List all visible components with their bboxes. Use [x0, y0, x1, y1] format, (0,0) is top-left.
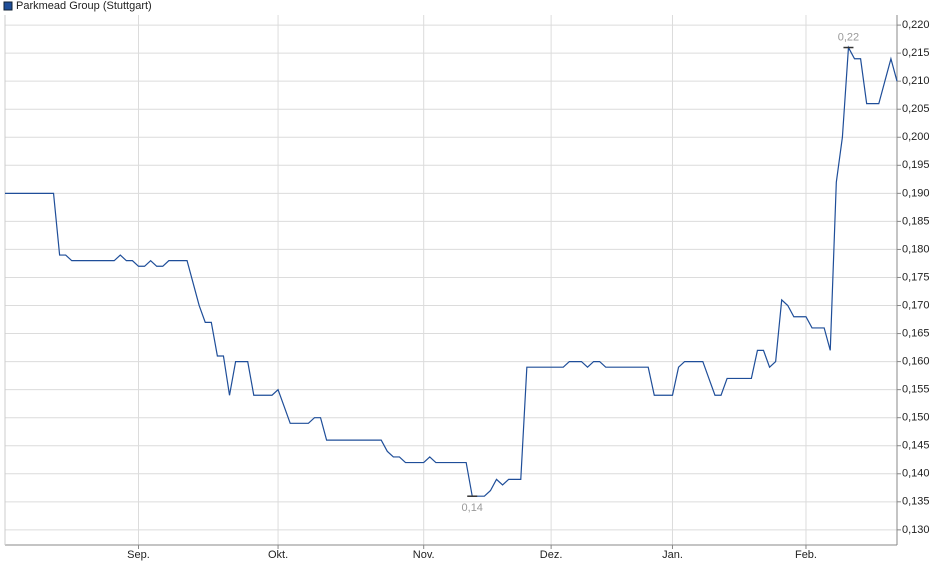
x-tick-label: Okt. — [268, 549, 288, 561]
x-tick-label: Feb. — [795, 549, 817, 561]
x-tick-label: Jan. — [662, 549, 683, 561]
y-tick-label: 0,175 — [902, 271, 930, 283]
y-tick-label: 0,170 — [902, 299, 930, 311]
y-tick-label: 0,155 — [902, 384, 930, 396]
y-tick-label: 0,145 — [902, 440, 930, 452]
y-tick-label: 0,195 — [902, 159, 930, 171]
y-tick-label: 0,140 — [902, 468, 930, 480]
plot-background — [5, 15, 897, 545]
y-tick-label: 0,210 — [902, 75, 930, 87]
y-tick-label: 0,150 — [902, 412, 930, 424]
x-tick-label: Nov. — [413, 549, 435, 561]
y-tick-label: 0,160 — [902, 356, 930, 368]
x-tick-label: Dez. — [540, 549, 563, 561]
price-line — [5, 45, 898, 497]
legend-label: Parkmead Group (Stuttgart) — [16, 0, 152, 12]
y-tick-label: 0,185 — [902, 215, 930, 227]
y-tick-label: 0,135 — [902, 496, 930, 508]
y-tick-label: 0,215 — [902, 47, 930, 59]
value-label: 0,14 — [462, 502, 483, 514]
value-label: 0,22 — [838, 31, 859, 43]
y-tick-label: 0,180 — [902, 243, 930, 255]
y-tick-label: 0,190 — [902, 187, 930, 199]
y-tick-label: 0,165 — [902, 327, 930, 339]
legend-swatch — [3, 1, 13, 11]
x-tick-label: Sep. — [127, 549, 150, 561]
y-tick-label: 0,200 — [902, 131, 930, 143]
y-tick-label: 0,130 — [902, 524, 930, 536]
y-tick-label: 0,220 — [902, 19, 930, 31]
y-tick-label: 0,205 — [902, 103, 930, 115]
